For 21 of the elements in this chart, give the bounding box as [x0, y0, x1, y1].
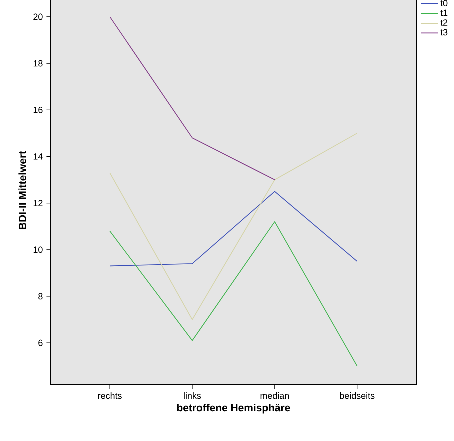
y-tick-label: 14	[34, 154, 43, 160]
legend-label: t3	[440, 29, 448, 36]
y-tick-label: 20	[34, 14, 43, 20]
x-tick-label: links	[184, 392, 202, 400]
y-tick-label: 6	[38, 340, 43, 346]
x-tick-label: median	[260, 392, 290, 400]
x-tick-label: rechts	[98, 392, 122, 400]
line-series	[110, 133, 358, 320]
y-axis-title: BDI-II Mittelwert	[18, 151, 26, 230]
line-series	[110, 191, 358, 267]
legend-label: t1	[440, 10, 448, 16]
y-tick-label: 18	[34, 60, 43, 67]
legend-label: t2	[440, 20, 448, 26]
y-tick-label: 12	[34, 200, 43, 206]
legend-label: t0	[440, 0, 448, 7]
y-tick-label: 16	[34, 106, 43, 114]
y-tick-label: 10	[34, 246, 43, 254]
x-axis-title: betroffene Hemisphäre	[177, 404, 290, 414]
line-series	[110, 222, 358, 367]
x-tick-label: beidseits	[340, 392, 375, 400]
y-tick-label: 8	[38, 293, 43, 300]
